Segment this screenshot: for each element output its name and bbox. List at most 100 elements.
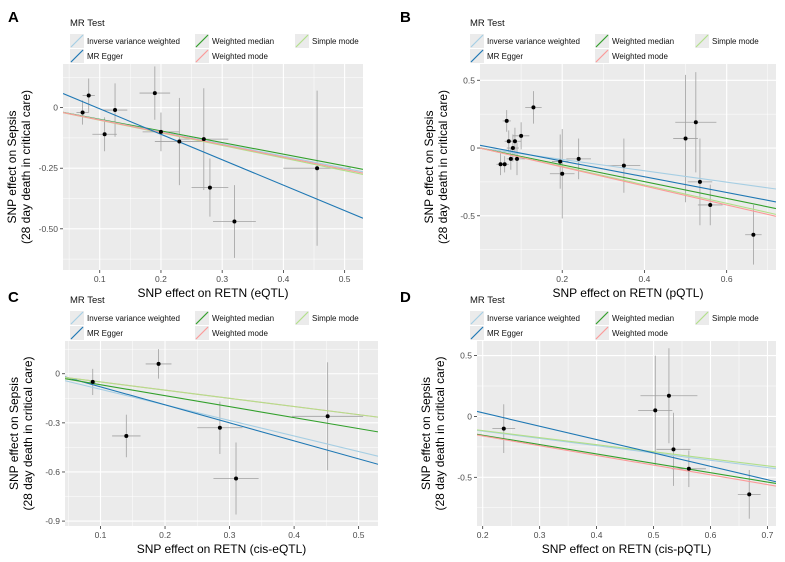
legend-key-line-egger	[70, 49, 84, 63]
legend-title: MR Test	[70, 295, 105, 306]
snp-point	[102, 132, 107, 137]
snp-point	[683, 136, 688, 141]
regression-line-wmode	[477, 434, 776, 487]
legend-key-ivw	[70, 34, 84, 48]
x-tick-label: 0.7	[762, 530, 774, 540]
legend-key-wmedian	[195, 311, 209, 325]
y-tick-label: 0	[55, 369, 60, 379]
legend-key-line-smode	[295, 311, 309, 325]
x-axis-title: SNP effect on RETN (cis-eQTL)	[137, 542, 307, 556]
snp-point	[693, 120, 698, 125]
legend-label-smode: Simple mode	[312, 314, 359, 323]
points	[501, 393, 752, 497]
snp-point	[531, 105, 536, 110]
snp-point	[152, 91, 157, 96]
legend-key-ivw	[470, 34, 484, 48]
panel-letter: D	[400, 289, 411, 306]
snp-point	[124, 433, 129, 438]
regression-line-wmode	[63, 112, 363, 174]
legend-label-ivw: Inverse variance weighted	[487, 314, 580, 323]
legend-key-wmode	[595, 326, 609, 340]
snp-point	[558, 159, 563, 164]
snp-point	[751, 232, 756, 237]
legend-label-ivw: Inverse variance weighted	[487, 37, 580, 46]
snp-point	[177, 139, 182, 144]
legend-label-ivw: Inverse variance weighted	[87, 37, 180, 46]
regression-lines	[480, 144, 776, 217]
regression-line-smode	[477, 429, 776, 468]
x-tick-label: 0.2	[556, 274, 568, 284]
legend-key-smode	[295, 311, 309, 325]
legend-key-wmedian	[595, 311, 609, 325]
x-tick-label: 0.3	[534, 530, 546, 540]
regression-line-wmedian	[65, 378, 378, 433]
legend-label-wmedian: Weighted median	[612, 314, 674, 323]
legend-label-smode: Simple mode	[712, 37, 759, 46]
x-tick-label: 0.4	[591, 530, 603, 540]
legend-key-egger	[70, 326, 84, 340]
panel-letter: B	[400, 9, 411, 26]
x-tick-label: 0.4	[288, 530, 300, 540]
panel-B: B MR Test Inverse variance weighted Weighte…	[400, 9, 776, 300]
legend-key-wmedian	[595, 34, 609, 48]
legend-key-line-egger	[70, 326, 84, 340]
legend-key-line-egger	[470, 49, 484, 63]
regression-lines	[65, 376, 378, 465]
legend-label-wmode: Weighted mode	[612, 52, 668, 61]
regression-line-ivw	[477, 429, 776, 470]
legend-key-smode	[695, 34, 709, 48]
legend-label-wmedian: Weighted median	[612, 37, 674, 46]
legend-key-egger	[70, 49, 84, 63]
snp-point	[501, 426, 506, 431]
snp-point	[621, 163, 626, 168]
y-tick-label: -0.6	[45, 467, 60, 477]
x-tick-label: 0.2	[155, 274, 167, 284]
legend-key-line-wmedian	[595, 34, 609, 48]
regression-lines	[477, 410, 776, 487]
y-tick-label: 0.5	[463, 75, 475, 85]
regression-lines	[63, 93, 363, 219]
panel-A: A MR Test Inverse variance weighted Weighte…	[5, 9, 363, 300]
x-tick-label: 0.6	[721, 274, 733, 284]
snp-point	[519, 133, 524, 138]
snp-point	[232, 219, 237, 224]
legend-key-egger	[470, 326, 484, 340]
snp-point	[747, 492, 752, 497]
x-tick-label: 0.5	[339, 274, 351, 284]
x-tick-label: 0.6	[705, 530, 717, 540]
x-tick-label: 0.1	[95, 530, 107, 540]
y-axis-title-line1: SNP effect on Sepsis	[7, 377, 21, 490]
snp-point	[510, 146, 515, 151]
snp-point	[315, 166, 320, 171]
y-axis-title-line2: (28 day death in critical care)	[433, 356, 447, 510]
legend-key-wmode	[595, 49, 609, 63]
legend-key-smode	[695, 311, 709, 325]
legend-key-ivw	[470, 311, 484, 325]
snp-point	[697, 179, 702, 184]
regression-line-egger	[480, 144, 776, 203]
x-tick-label: 0.4	[277, 274, 289, 284]
x-tick-label: 0.5	[353, 530, 365, 540]
snp-point	[666, 393, 671, 398]
y-tick-label: -0.9	[45, 516, 60, 526]
regression-line-wmedian	[63, 111, 363, 170]
x-axis-title: SNP effect on RETN (eQTL)	[138, 286, 289, 300]
snp-point	[234, 476, 239, 481]
snp-point	[325, 414, 330, 419]
panel-D: D MR Test Inverse variance weighted Weighte…	[400, 289, 776, 556]
x-tick-label: 0.4	[639, 274, 651, 284]
regression-line-smode	[65, 376, 378, 418]
x-axis-title: SNP effect on RETN (pQTL)	[553, 286, 704, 300]
snp-point	[207, 185, 212, 190]
snp-point	[80, 110, 85, 115]
y-axis-title-line2: (28 day death in critical care)	[19, 90, 33, 244]
snp-point	[113, 108, 118, 113]
y-tick-label: -0.50	[39, 224, 59, 234]
snp-point	[201, 137, 206, 142]
snp-point	[576, 156, 581, 161]
legend-key-wmode	[195, 49, 209, 63]
legend-title: MR Test	[470, 295, 505, 306]
legend-key-line-ivw	[70, 34, 84, 48]
regression-line-wmedian	[477, 433, 776, 485]
y-tick-label: -0.5	[457, 472, 472, 482]
